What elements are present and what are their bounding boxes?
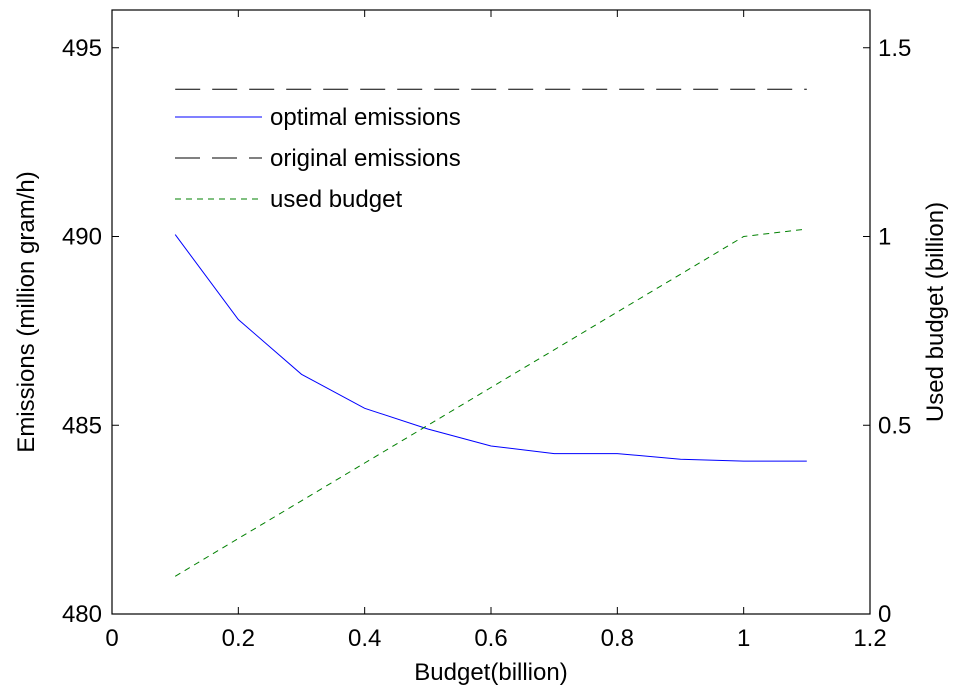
legend: optimal emissions original emissions used … xyxy=(175,104,461,213)
y2-tick-label: 1.5 xyxy=(878,35,911,62)
y2-tick-label: 1 xyxy=(878,224,891,251)
legend-label-optimal-emissions: optimal emissions xyxy=(270,104,461,131)
x-axis-title: Budget(billion) xyxy=(414,659,567,686)
x-tick-label: 0.2 xyxy=(222,625,255,652)
y-axis-title: Emissions (million gram/h) xyxy=(13,171,40,452)
x-tick-label: 1 xyxy=(737,625,750,652)
y-tick-label: 490 xyxy=(62,224,102,251)
x-tick-label: 0.6 xyxy=(474,625,507,652)
series-line-used-budget xyxy=(174,228,807,577)
ticks-layer: 0 0.2 0.4 0.6 0.8 1 1.2 480 485 490 495 0 0.5 1 1.5 xyxy=(62,10,911,652)
y2-tick-label: 0 xyxy=(878,601,891,628)
y2-axis-title: Used budget (billion) xyxy=(922,202,949,422)
x-tick-label: 0.4 xyxy=(348,625,381,652)
y-tick-label: 485 xyxy=(62,412,102,439)
x-tick-label: 0.8 xyxy=(601,625,634,652)
legend-label-used-budget: used budget xyxy=(270,186,402,213)
y-tick-label: 480 xyxy=(62,601,102,628)
plot-area xyxy=(111,9,871,615)
series-layer xyxy=(174,88,807,577)
legend-label-original-emissions: original emissions xyxy=(270,145,461,172)
x-tick-label: 1.2 xyxy=(853,625,886,652)
y2-tick-label: 0.5 xyxy=(878,412,911,439)
y-tick-label: 495 xyxy=(62,35,102,62)
series-line-optimal-emissions xyxy=(174,234,807,462)
x-tick-label: 0 xyxy=(105,625,118,652)
